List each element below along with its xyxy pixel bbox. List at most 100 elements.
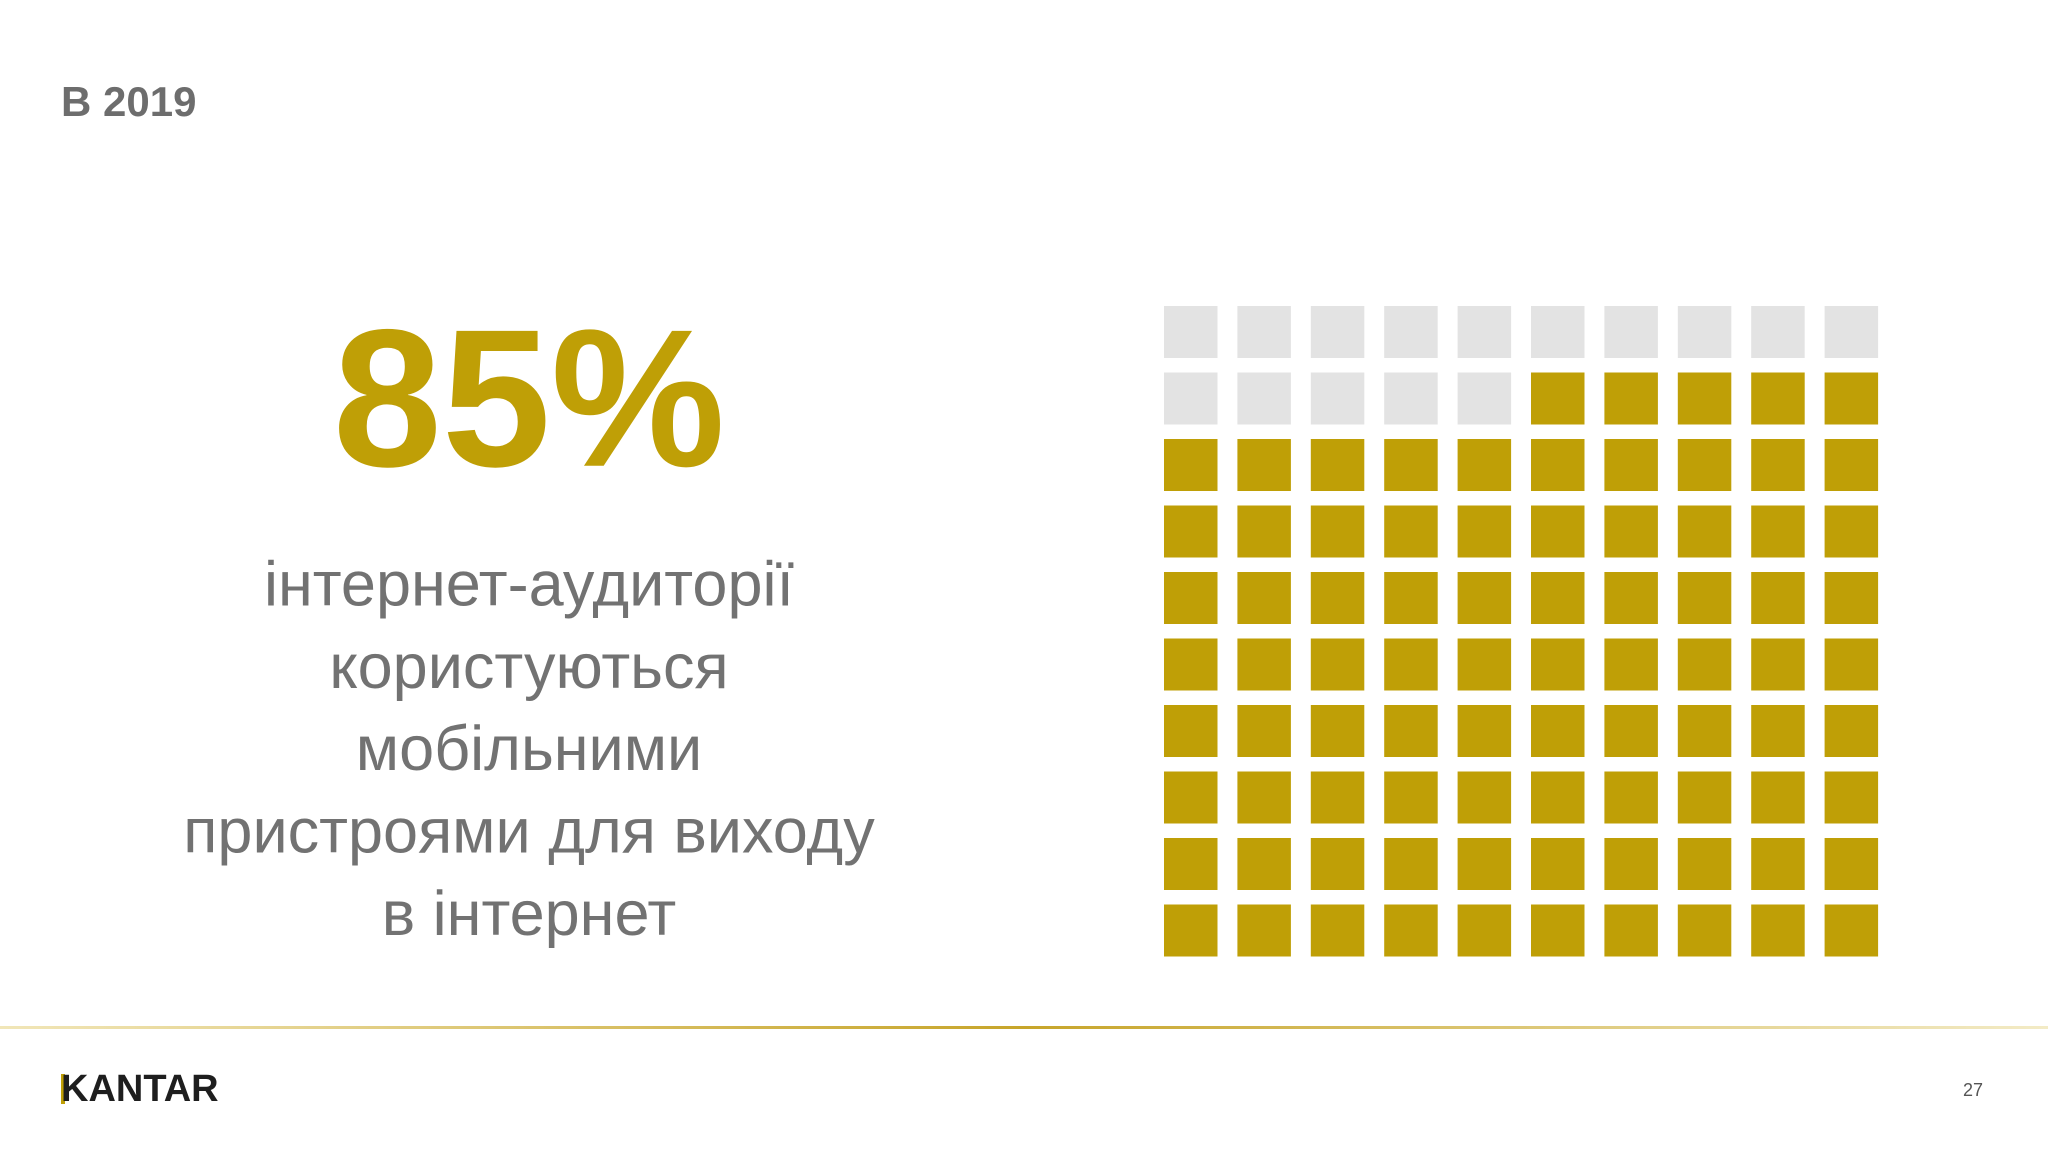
waffle-cell-filled: [1237, 838, 1291, 890]
waffle-cell-filled: [1604, 705, 1658, 757]
waffle-cell-filled: [1531, 838, 1585, 890]
waffle-cell-filled: [1457, 505, 1512, 558]
waffle-cell-filled: [1824, 838, 1879, 890]
waffle-cell-filled: [1531, 705, 1585, 757]
waffle-cell-filled: [1384, 439, 1438, 491]
waffle-cell-filled: [1457, 771, 1512, 824]
waffle-cell-filled: [1310, 904, 1365, 957]
waffle-cell-filled: [1677, 572, 1732, 624]
waffle-cell-empty: [1310, 372, 1365, 425]
waffle-cell-filled: [1457, 572, 1512, 624]
description-line: мобільними: [356, 714, 703, 784]
waffle-cell-filled: [1824, 904, 1879, 957]
waffle-cell-filled: [1531, 372, 1585, 425]
waffle-cell-filled: [1751, 771, 1805, 824]
waffle-chart: [1164, 306, 1879, 957]
waffle-cell-filled: [1164, 638, 1218, 691]
waffle-cell-filled: [1824, 771, 1879, 824]
waffle-cell-filled: [1531, 904, 1585, 957]
waffle-cell-filled: [1604, 505, 1658, 558]
waffle-cell-filled: [1237, 439, 1291, 491]
waffle-cell-filled: [1677, 505, 1732, 558]
waffle-cell-empty: [1164, 306, 1218, 358]
waffle-cell-empty: [1604, 306, 1658, 358]
waffle-cell-filled: [1237, 572, 1291, 624]
waffle-cell-filled: [1604, 771, 1658, 824]
waffle-cell-filled: [1164, 572, 1218, 624]
waffle-cell-filled: [1824, 439, 1879, 491]
waffle-cell-filled: [1310, 771, 1365, 824]
waffle-cell-filled: [1237, 904, 1291, 957]
description-line: інтернет-аудиторії: [264, 550, 794, 620]
waffle-cell-filled: [1751, 505, 1805, 558]
description: інтернет-аудиторії користуються мобільними…: [183, 550, 875, 949]
waffle-cell-filled: [1531, 771, 1585, 824]
waffle-cell-filled: [1310, 638, 1365, 691]
waffle-cell-filled: [1824, 638, 1879, 691]
waffle-cell-filled: [1751, 638, 1805, 691]
slide-title: В 2019: [61, 78, 196, 125]
waffle-cell-filled: [1457, 439, 1512, 491]
description-line: пристроями для виходу: [183, 797, 875, 867]
waffle-cell-filled: [1677, 638, 1732, 691]
waffle-cell-filled: [1164, 705, 1218, 757]
waffle-cell-filled: [1604, 372, 1658, 425]
waffle-cell-filled: [1824, 572, 1879, 624]
waffle-cell-filled: [1531, 505, 1585, 558]
waffle-cell-empty: [1751, 306, 1805, 358]
description-line: користуються: [329, 632, 728, 702]
waffle-cell-filled: [1164, 505, 1218, 558]
logo-accent: [61, 1074, 65, 1104]
waffle-cell-filled: [1824, 505, 1879, 558]
waffle-cell-filled: [1164, 771, 1218, 824]
value-label: 85%: [333, 289, 725, 508]
waffle-cell-filled: [1457, 705, 1512, 757]
waffle-cell-filled: [1677, 439, 1732, 491]
waffle-cell-filled: [1310, 439, 1365, 491]
waffle-cell-empty: [1384, 372, 1438, 425]
waffle-cell-filled: [1604, 572, 1658, 624]
waffle-cell-empty: [1824, 306, 1879, 358]
waffle-cell-empty: [1384, 306, 1438, 358]
divider: [0, 1026, 2048, 1029]
waffle-cell-filled: [1677, 838, 1732, 890]
waffle-cell-filled: [1457, 904, 1512, 957]
waffle-cell-filled: [1237, 705, 1291, 757]
waffle-cell-filled: [1310, 705, 1365, 757]
waffle-cell-filled: [1237, 505, 1291, 558]
waffle-cell-filled: [1384, 705, 1438, 757]
waffle-cell-filled: [1310, 572, 1365, 624]
waffle-cell-filled: [1677, 372, 1732, 425]
waffle-cell-filled: [1677, 771, 1732, 824]
description-line: в інтернет: [382, 879, 677, 949]
waffle-cell-filled: [1751, 904, 1805, 957]
waffle-cell-filled: [1310, 505, 1365, 558]
waffle-cell-filled: [1384, 572, 1438, 624]
waffle-cell-filled: [1384, 638, 1438, 691]
waffle-cell-filled: [1604, 838, 1658, 890]
waffle-cell-filled: [1677, 904, 1732, 957]
page-number: 27: [1963, 1080, 1983, 1100]
waffle-cell-filled: [1824, 705, 1879, 757]
waffle-cell-filled: [1751, 572, 1805, 624]
waffle-cell-empty: [1164, 372, 1218, 425]
waffle-cell-filled: [1310, 838, 1365, 890]
waffle-cell-filled: [1531, 572, 1585, 624]
logo: KANTAR: [61, 1068, 219, 1110]
waffle-cell-filled: [1751, 705, 1805, 757]
waffle-cell-filled: [1751, 439, 1805, 491]
waffle-cell-filled: [1457, 838, 1512, 890]
waffle-cell-filled: [1384, 771, 1438, 824]
waffle-cell-filled: [1384, 904, 1438, 957]
waffle-cell-filled: [1824, 372, 1879, 425]
waffle-cell-filled: [1457, 638, 1512, 691]
waffle-cell-empty: [1677, 306, 1732, 358]
waffle-cell-filled: [1751, 372, 1805, 425]
waffle-cell-filled: [1164, 904, 1218, 957]
waffle-cell-filled: [1237, 638, 1291, 691]
waffle-cell-filled: [1604, 439, 1658, 491]
waffle-cell-filled: [1751, 838, 1805, 890]
waffle-cell-filled: [1164, 838, 1218, 890]
